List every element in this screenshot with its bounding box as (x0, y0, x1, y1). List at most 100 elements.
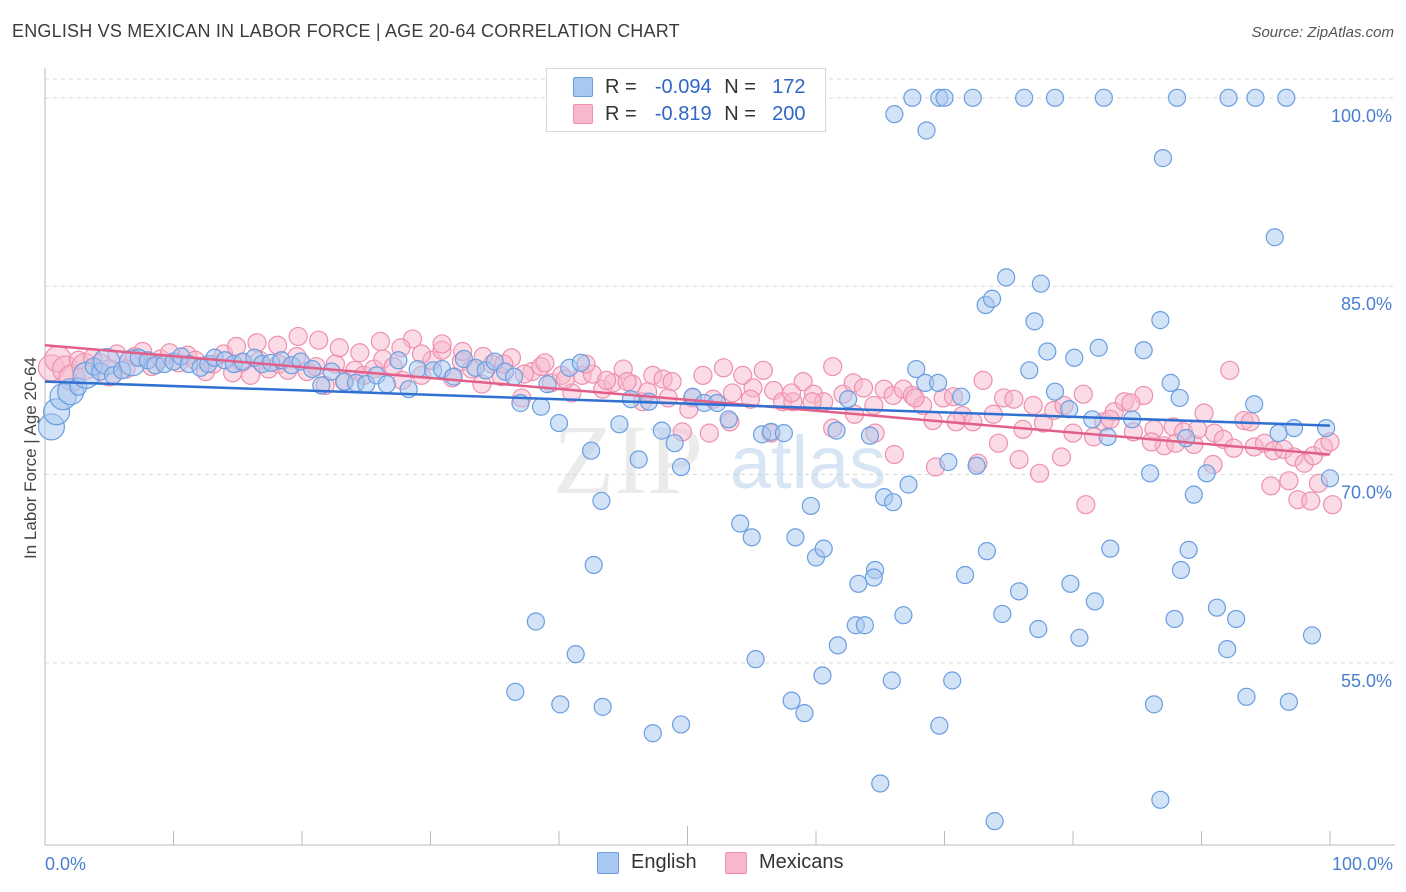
x-tick-label-min: 0.0% (45, 854, 86, 874)
english-point (1151, 311, 1170, 330)
english-point (1269, 424, 1288, 443)
mexicans-legend-swatch (725, 851, 747, 874)
english-point (389, 351, 408, 370)
english-point (997, 268, 1016, 287)
english-trend-line (44, 380, 1331, 427)
english-point (963, 88, 982, 107)
mexican-point (662, 372, 682, 392)
english-n-value: 172 (772, 75, 806, 98)
english-point (1279, 692, 1298, 711)
english-point (312, 376, 331, 395)
english-point (1176, 429, 1196, 448)
mexican-point (596, 370, 617, 390)
english-point (1179, 540, 1198, 560)
english-point (1245, 395, 1264, 414)
axes (44, 68, 1395, 846)
english-point (1020, 361, 1039, 380)
mexican-point (329, 338, 349, 358)
english-point (1265, 228, 1284, 247)
english-point (1227, 609, 1246, 629)
english-point (1237, 687, 1256, 706)
english-point (1277, 88, 1296, 107)
english-point (1171, 560, 1191, 580)
mexican-point (793, 372, 813, 392)
mexican-point (1033, 413, 1054, 433)
english-point (774, 424, 793, 443)
english-point (939, 452, 958, 472)
english-point (643, 724, 662, 743)
english-point (1029, 619, 1048, 639)
english-point (903, 88, 922, 107)
english-point (928, 373, 948, 392)
english-point (827, 421, 846, 440)
english-point (1167, 88, 1187, 107)
mexican-point (1073, 384, 1093, 404)
english-point (1284, 418, 1304, 438)
mexican-r-label: R = (605, 102, 637, 125)
english-point (593, 697, 612, 716)
english-point (801, 496, 820, 516)
english-point (584, 555, 603, 575)
mexican-point (1023, 395, 1043, 416)
english-point (1320, 469, 1340, 488)
english-point (849, 574, 868, 593)
mexican-point (1029, 463, 1050, 483)
english-point (883, 493, 903, 512)
english-point (1070, 628, 1089, 647)
mexican-point (884, 444, 904, 465)
mexican-point (247, 333, 267, 353)
english-point (782, 691, 801, 710)
english-point (1045, 88, 1065, 107)
legend-item-english[interactable]: English (597, 851, 697, 874)
y-axis-label: In Labor Force | Age 20-64 (21, 357, 40, 559)
english-point (731, 514, 750, 533)
mexican-n-value: 200 (772, 102, 806, 125)
mexicans-legend-label: Mexicans (759, 851, 844, 873)
english-point (538, 375, 557, 394)
mexican-point (722, 383, 743, 403)
english-point (1197, 464, 1216, 483)
english-point (930, 716, 949, 735)
mexican-point (905, 388, 925, 408)
english-point (839, 390, 858, 409)
english-point (531, 397, 551, 416)
mexican-point (1322, 495, 1343, 515)
mexican-r-value: -0.819 (654, 102, 712, 125)
english-point (1184, 485, 1203, 504)
english-point (1134, 341, 1153, 360)
legend-row-mexican: R = -0.819 N = 200 (573, 102, 806, 126)
english-point (1085, 592, 1104, 611)
english-point (1165, 609, 1184, 629)
mexican-point (1009, 449, 1029, 470)
english-point (719, 410, 738, 429)
mexican-point (535, 353, 555, 373)
english-point (871, 774, 890, 793)
english-point (1094, 88, 1113, 107)
mexican-point (288, 326, 308, 347)
english-point (907, 359, 926, 379)
legend-item-mexicans[interactable]: Mexicans (725, 851, 843, 874)
english-point (1031, 274, 1050, 293)
y-tick-label: 70.0% (1341, 483, 1392, 503)
mexican-point (988, 433, 1009, 453)
english-point (1151, 790, 1170, 809)
mexican-point (1004, 389, 1024, 409)
english-point (621, 390, 641, 409)
english-point (610, 415, 629, 434)
english-point (977, 542, 997, 561)
english-point (746, 650, 765, 669)
mexican-point (1051, 447, 1072, 467)
english-point (917, 121, 936, 140)
mexican-point (1224, 438, 1244, 458)
english-point (1170, 388, 1189, 408)
series-legend: English Mexicans (0, 851, 1406, 879)
mexican-point (1301, 491, 1321, 511)
mexican-point (411, 344, 432, 364)
mexican-point (1141, 432, 1161, 452)
english-point (1061, 574, 1080, 593)
english-point (952, 387, 971, 406)
english-point (1140, 464, 1160, 483)
english-point (943, 671, 962, 690)
english-point (1207, 598, 1227, 617)
english-point (885, 105, 904, 124)
